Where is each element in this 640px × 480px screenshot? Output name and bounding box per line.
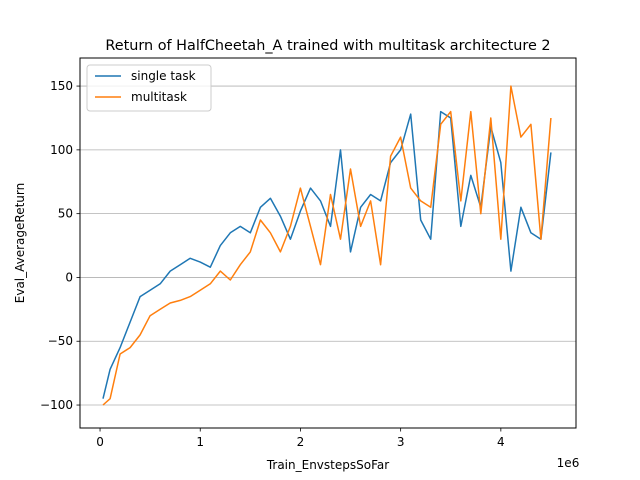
x-tick-label: 2 xyxy=(297,435,305,449)
y-tick-label: −50 xyxy=(48,334,73,348)
x-tick-label: 3 xyxy=(397,435,405,449)
y-tick-label: 150 xyxy=(50,79,73,93)
series-line-1 xyxy=(102,85,552,406)
y-tick-label: −100 xyxy=(40,398,73,412)
x-tick-label: 4 xyxy=(497,435,505,449)
x-axis: 0 1 2 3 4 xyxy=(96,428,505,449)
y-tick-label: 0 xyxy=(65,270,73,284)
legend: single task multitask xyxy=(86,64,212,112)
legend-label: multitask xyxy=(131,90,187,104)
x-axis-offset-label: 1e6 xyxy=(557,456,580,470)
y-axis: −100 −50 0 50 100 150 xyxy=(40,79,80,412)
y-axis-title: Eval_AverageReturn xyxy=(13,183,27,303)
y-tick-label: 100 xyxy=(50,143,73,157)
legend-label: single task xyxy=(131,69,196,83)
chart-title: Return of HalfCheetah_A trained with mul… xyxy=(105,38,550,54)
series-lines xyxy=(102,85,552,406)
series-line-0 xyxy=(102,110,552,399)
x-tick-label: 1 xyxy=(196,435,204,449)
plot-area-frame xyxy=(79,57,577,429)
y-tick-label: 50 xyxy=(58,207,73,221)
x-tick-label: 0 xyxy=(96,435,104,449)
x-axis-title: Train_EnvstepsSoFar xyxy=(266,458,389,472)
